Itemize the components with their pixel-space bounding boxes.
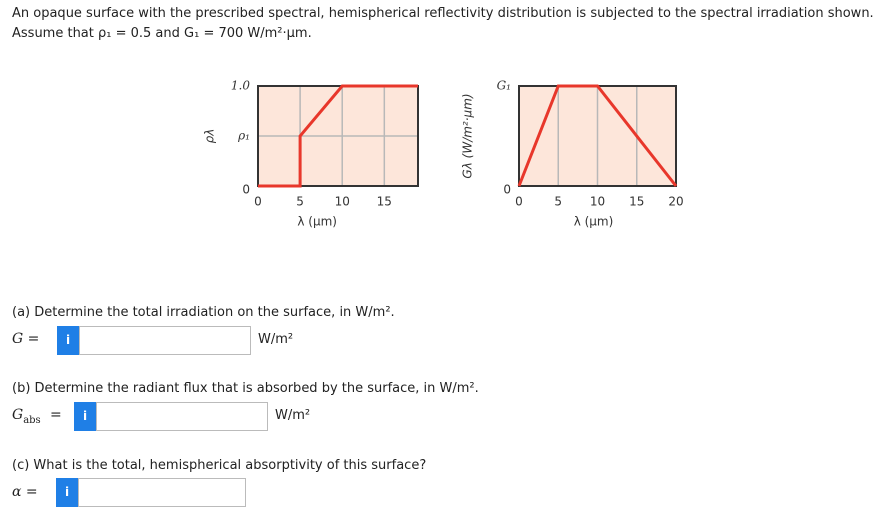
answer-input[interactable]: [96, 402, 268, 431]
info-button[interactable]: i: [74, 402, 96, 431]
y-tick-label: 1.0: [231, 79, 250, 93]
data-line: [517, 84, 678, 187]
x-tick-label: 0: [515, 195, 523, 209]
x-axis-label: λ (μm): [574, 215, 614, 229]
charts: 0 5 10 15 0 ρ₁ 1.0 λ (μm) ρλ 0 5 10 15 20 0 G₁ λ (μm) Gλ …: [203, 79, 684, 229]
symbol: G: [12, 407, 24, 423]
x-tick-label: 15: [377, 195, 392, 209]
answer-input[interactable]: [79, 326, 251, 355]
info-button[interactable]: i: [57, 326, 79, 355]
symbol: G =: [12, 331, 40, 347]
answer-input[interactable]: [78, 478, 246, 507]
y-axis-label: Gλ (W/m²·μm): [461, 93, 475, 178]
x-tick-label: 5: [554, 195, 562, 209]
info-button[interactable]: i: [56, 478, 78, 507]
plot-border: [257, 85, 419, 187]
x-tick-label: 10: [335, 195, 350, 209]
intro-text: Assume that ρ₁ = 0.5 and G₁ = 700 W/m²·μ…: [12, 26, 312, 41]
y-tick-label: 0: [503, 183, 511, 197]
unit: W/m²: [275, 408, 311, 423]
y-tick-label: 0: [242, 183, 250, 197]
x-axis-label: λ (μm): [297, 215, 337, 229]
data-line: [258, 84, 418, 188]
y-tick-label: ρ₁: [237, 129, 250, 143]
y-tick-label: G₁: [497, 79, 511, 93]
subscript: abs: [23, 414, 41, 426]
x-tick-label: 20: [668, 195, 683, 209]
y-axis-label: ρλ: [203, 129, 217, 144]
equals: =: [50, 407, 62, 423]
unit: W/m²: [258, 332, 294, 347]
question-text: (a) Determine the total irradiation on t…: [12, 305, 395, 320]
x-tick-label: 10: [590, 195, 605, 209]
question-text: (b) Determine the radiant flux that is a…: [12, 381, 479, 396]
x-tick-label: 15: [629, 195, 644, 209]
x-tick-label: 5: [296, 195, 304, 209]
question-text: (c) What is the total, hemispherical abs…: [12, 458, 427, 473]
symbol: α =: [12, 484, 38, 500]
intro-text: An opaque surface with the prescribed sp…: [12, 6, 874, 21]
x-tick-label: 0: [254, 195, 262, 209]
symbol: Gabs: [12, 407, 41, 426]
